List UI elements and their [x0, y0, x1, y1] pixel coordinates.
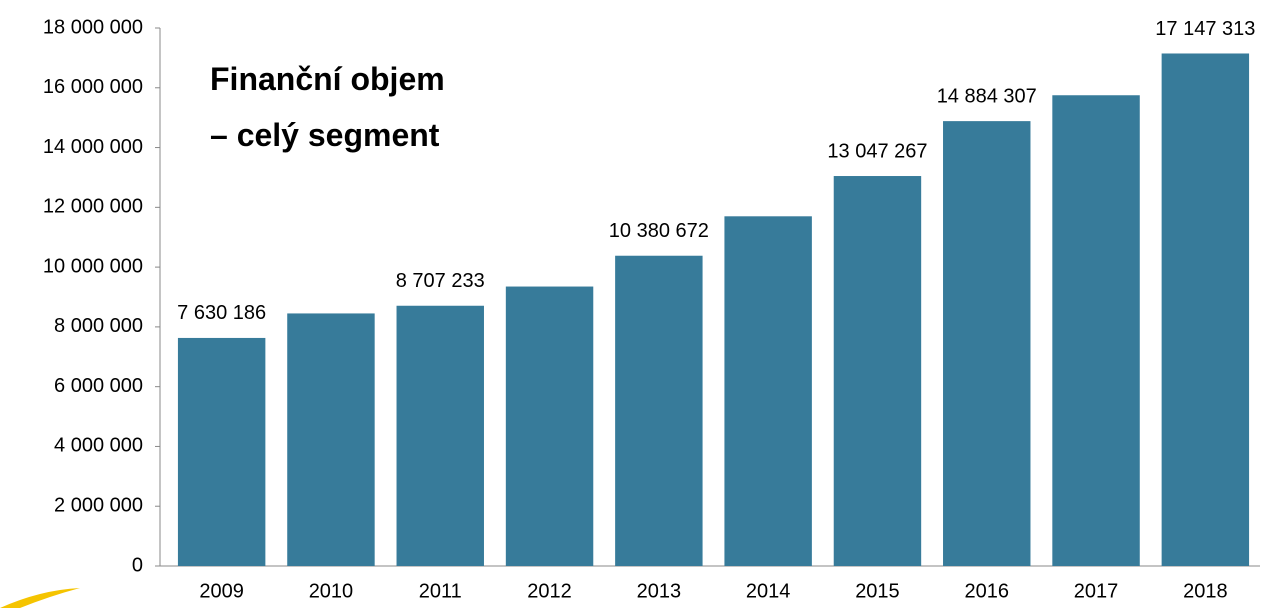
chart-title: – celý segment [210, 117, 440, 153]
x-tick-label: 2011 [419, 580, 462, 602]
y-tick-label: 18 000 000 [43, 16, 143, 38]
y-tick-label: 0 [132, 554, 143, 576]
x-tick-label: 2018 [1183, 580, 1228, 602]
bar [177, 337, 266, 566]
x-tick-label: 2016 [965, 580, 1010, 602]
bar [724, 216, 812, 567]
x-tick-label: 2017 [1074, 580, 1119, 602]
bar [1052, 95, 1140, 566]
bar [396, 305, 484, 566]
y-tick-label: 2 000 000 [54, 495, 143, 517]
bar [943, 121, 1031, 566]
value-label: 17 147 313 [1155, 18, 1255, 40]
y-tick-label: 6 000 000 [54, 375, 143, 397]
y-tick-label: 8 000 000 [54, 315, 143, 337]
x-tick-label: 2015 [855, 580, 900, 602]
bar [615, 255, 703, 566]
y-tick-label: 14 000 000 [43, 136, 143, 158]
x-tick-label: 2013 [637, 580, 682, 602]
bar [505, 286, 594, 566]
value-label: 13 047 267 [827, 140, 927, 162]
decoration [0, 588, 80, 608]
value-label: 14 884 307 [937, 85, 1037, 107]
x-tick-label: 2010 [309, 580, 354, 602]
x-tick-label: 2012 [527, 580, 572, 602]
x-tick-label: 2009 [199, 580, 244, 602]
bar [287, 313, 375, 566]
value-label: 10 380 672 [609, 220, 709, 242]
x-tick-label: 2014 [746, 580, 791, 602]
chart-title: Finanční objem [210, 61, 445, 97]
y-tick-label: 16 000 000 [43, 76, 143, 98]
y-tick-label: 12 000 000 [43, 196, 143, 218]
bar [1161, 53, 1250, 567]
value-label: 7 630 186 [177, 302, 266, 324]
y-tick-label: 10 000 000 [43, 255, 143, 277]
y-tick-label: 4 000 000 [54, 435, 143, 457]
value-label: 8 707 233 [396, 270, 485, 292]
bar [833, 176, 922, 567]
